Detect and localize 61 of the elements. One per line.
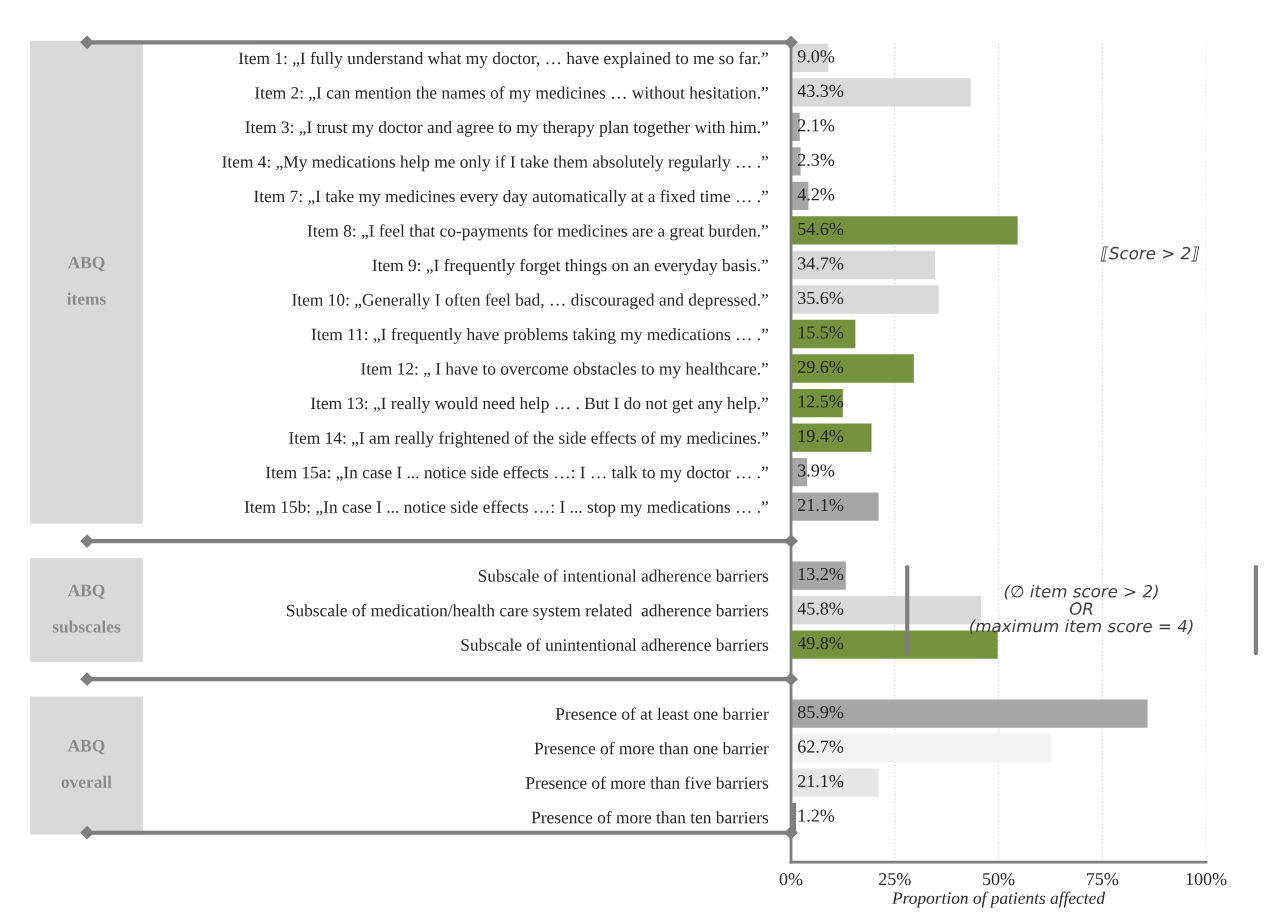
annotation: ⟦Score > 2⟧ xyxy=(1100,246,1200,262)
data-label: 54.6% xyxy=(798,222,844,236)
annotation: (∅ item score > 2) OR (maximum item score = 4) xyxy=(970,584,1193,635)
data-label: 1.2% xyxy=(798,809,835,822)
y-tick-label: Subscale of unintentional adherence barriers xyxy=(461,638,769,651)
data-label: 45.8% xyxy=(797,602,844,615)
data-label: 62.7% xyxy=(798,740,844,753)
bar xyxy=(791,319,856,349)
y-tick-label: Item 15b: „In case I ... notice side effects …: I ... stop my medications … .” xyxy=(244,500,768,517)
y-tick-label: Presence of more than ten barriers xyxy=(531,810,769,824)
y-tick-label: Subscale of medication/health care system related adherence barriers xyxy=(286,604,769,620)
y-tick-label: Item 9: „I frequently forget things on an everyday basis.” xyxy=(372,258,768,275)
x-tick-label: 100% xyxy=(1186,872,1227,886)
data-label: 4.2% xyxy=(797,188,835,201)
bar xyxy=(791,561,846,590)
bar xyxy=(791,216,1018,245)
y-tick-label: Item 10: „Generally I often feel bad, … discouraged and depressed.” xyxy=(292,293,768,310)
data-label: 13.2% xyxy=(798,567,844,581)
y-tick-label: Presence of at least one barrier xyxy=(555,707,769,720)
y-tick-label: Item 7: „I take my medicines every day automatically at a fixed time … .” xyxy=(254,189,768,206)
data-label: 85.9% xyxy=(797,705,844,719)
text: ABQ overall xyxy=(61,739,112,788)
y-tick-label: Item 2: „I can mention the names of my medicines … without hesitation.” xyxy=(254,86,768,103)
y-tick-label: Item 3: „I trust my doctor and agree to my therapy plan together with him.” xyxy=(245,120,768,137)
data-label: 35.6% xyxy=(798,291,844,305)
bar xyxy=(791,734,1052,763)
y-tick-label: Item 11: „I frequently have problems taking my medications … .” xyxy=(311,327,768,344)
data-label: 2.1% xyxy=(798,119,835,132)
y-tick-label: Item 15a: „In case I ... notice side effects …: I … talk to my doctor … .” xyxy=(265,465,768,482)
bar xyxy=(791,699,1148,728)
y-tick-label: Item 13: „I really would need help … . But I do not get any help.” xyxy=(310,397,768,413)
data-label: 2.3% xyxy=(798,153,835,167)
x-tick-label: 25% xyxy=(879,872,911,886)
data-label: 21.1% xyxy=(798,498,844,512)
bar xyxy=(791,354,914,383)
y-tick-label: Item 12: „ I have to overcome obstacles to my healthcare.” xyxy=(361,362,768,379)
x-tick-label: 75% xyxy=(1086,872,1119,886)
y-tick-label: Presence of more than one barrier xyxy=(534,741,769,755)
x-tick-label: 0% xyxy=(779,872,803,886)
data-label: 19.4% xyxy=(798,429,844,443)
data-label: 9.0% xyxy=(797,50,835,63)
x-tick-label: 50% xyxy=(983,872,1015,886)
data-label: 21.1% xyxy=(798,775,844,788)
data-label: 43.3% xyxy=(797,84,844,98)
data-label: 15.5% xyxy=(798,326,844,339)
data-label: 34.7% xyxy=(798,257,844,270)
y-tick-label: Item 1: „I fully understand what my doctor, … have explained to me so far.” xyxy=(238,51,768,68)
data-label: 3.9% xyxy=(798,464,835,477)
y-tick-label: Item 8: „I feel that co-payments for medicines are a great burden.” xyxy=(307,224,768,241)
text: ABQ items xyxy=(67,256,106,305)
y-tick-label: Presence of more than five barriers xyxy=(525,776,769,789)
y-tick-label: Item 14: „I am really frightened of the side effects of my medicines.” xyxy=(289,431,768,448)
bar xyxy=(791,768,879,797)
bar xyxy=(791,423,872,452)
y-tick-label: Item 4: „My medications help me only if I take them absolutely regularly … .” xyxy=(222,155,768,172)
text: ABQ subscales xyxy=(52,584,121,633)
x-axis-title: Proportion of patients affected xyxy=(891,891,1106,908)
data-label: 29.6% xyxy=(798,360,844,374)
data-label: 49.8% xyxy=(797,636,844,650)
y-tick-label: Subscale of intentional adherence barriers xyxy=(478,569,769,582)
bar xyxy=(791,492,879,521)
